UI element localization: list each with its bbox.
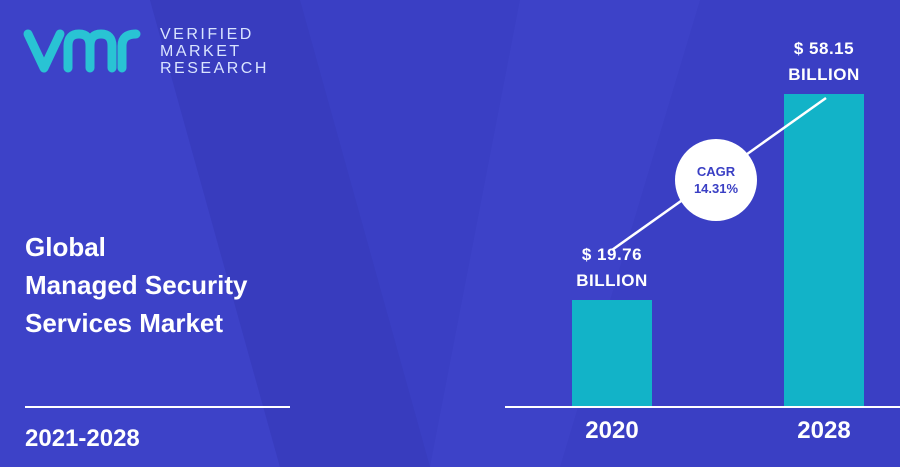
title-line-3: Services Market [25,308,224,338]
logo-line-2: MARKET [160,42,242,60]
cagr-value: 14.31% [693,181,739,196]
logo-wordmark: VERIFIED MARKET RESEARCH [160,26,269,77]
logo-line-3: RESEARCH [160,59,269,77]
bar-2028 [784,94,864,406]
logo-line-1: VERIFIED [160,25,254,43]
title-line-2: Managed Security [25,270,248,300]
bar-2020 [572,299,652,406]
company-logo: VERIFIED MARKET RESEARCH [22,22,269,80]
cagr-label: CAGR [696,164,736,179]
cagr-badge: CAGR 14.31% [675,139,757,221]
value-label-amount: $ 58.15 [793,39,855,58]
report-title: Global Managed Security Services Market [25,228,248,342]
x-tick-label-2020: 2020 [585,417,639,444]
value-label-amount: $ 19.76 [581,244,643,264]
vmr-logo-icon [23,29,141,73]
value-label-unit: BILLION [576,270,648,290]
chart-baseline [505,406,900,408]
title-line-1: Global [25,232,106,262]
title-divider [25,406,290,408]
x-tick-label-2028: 2028 [797,417,851,444]
value-label-2020: $ 19.76 BILLION [542,242,682,294]
value-label-2028: $ 58.15 BILLION [754,36,894,88]
forecast-period: 2021-2028 [25,425,140,452]
value-label-unit: BILLION [788,65,860,84]
